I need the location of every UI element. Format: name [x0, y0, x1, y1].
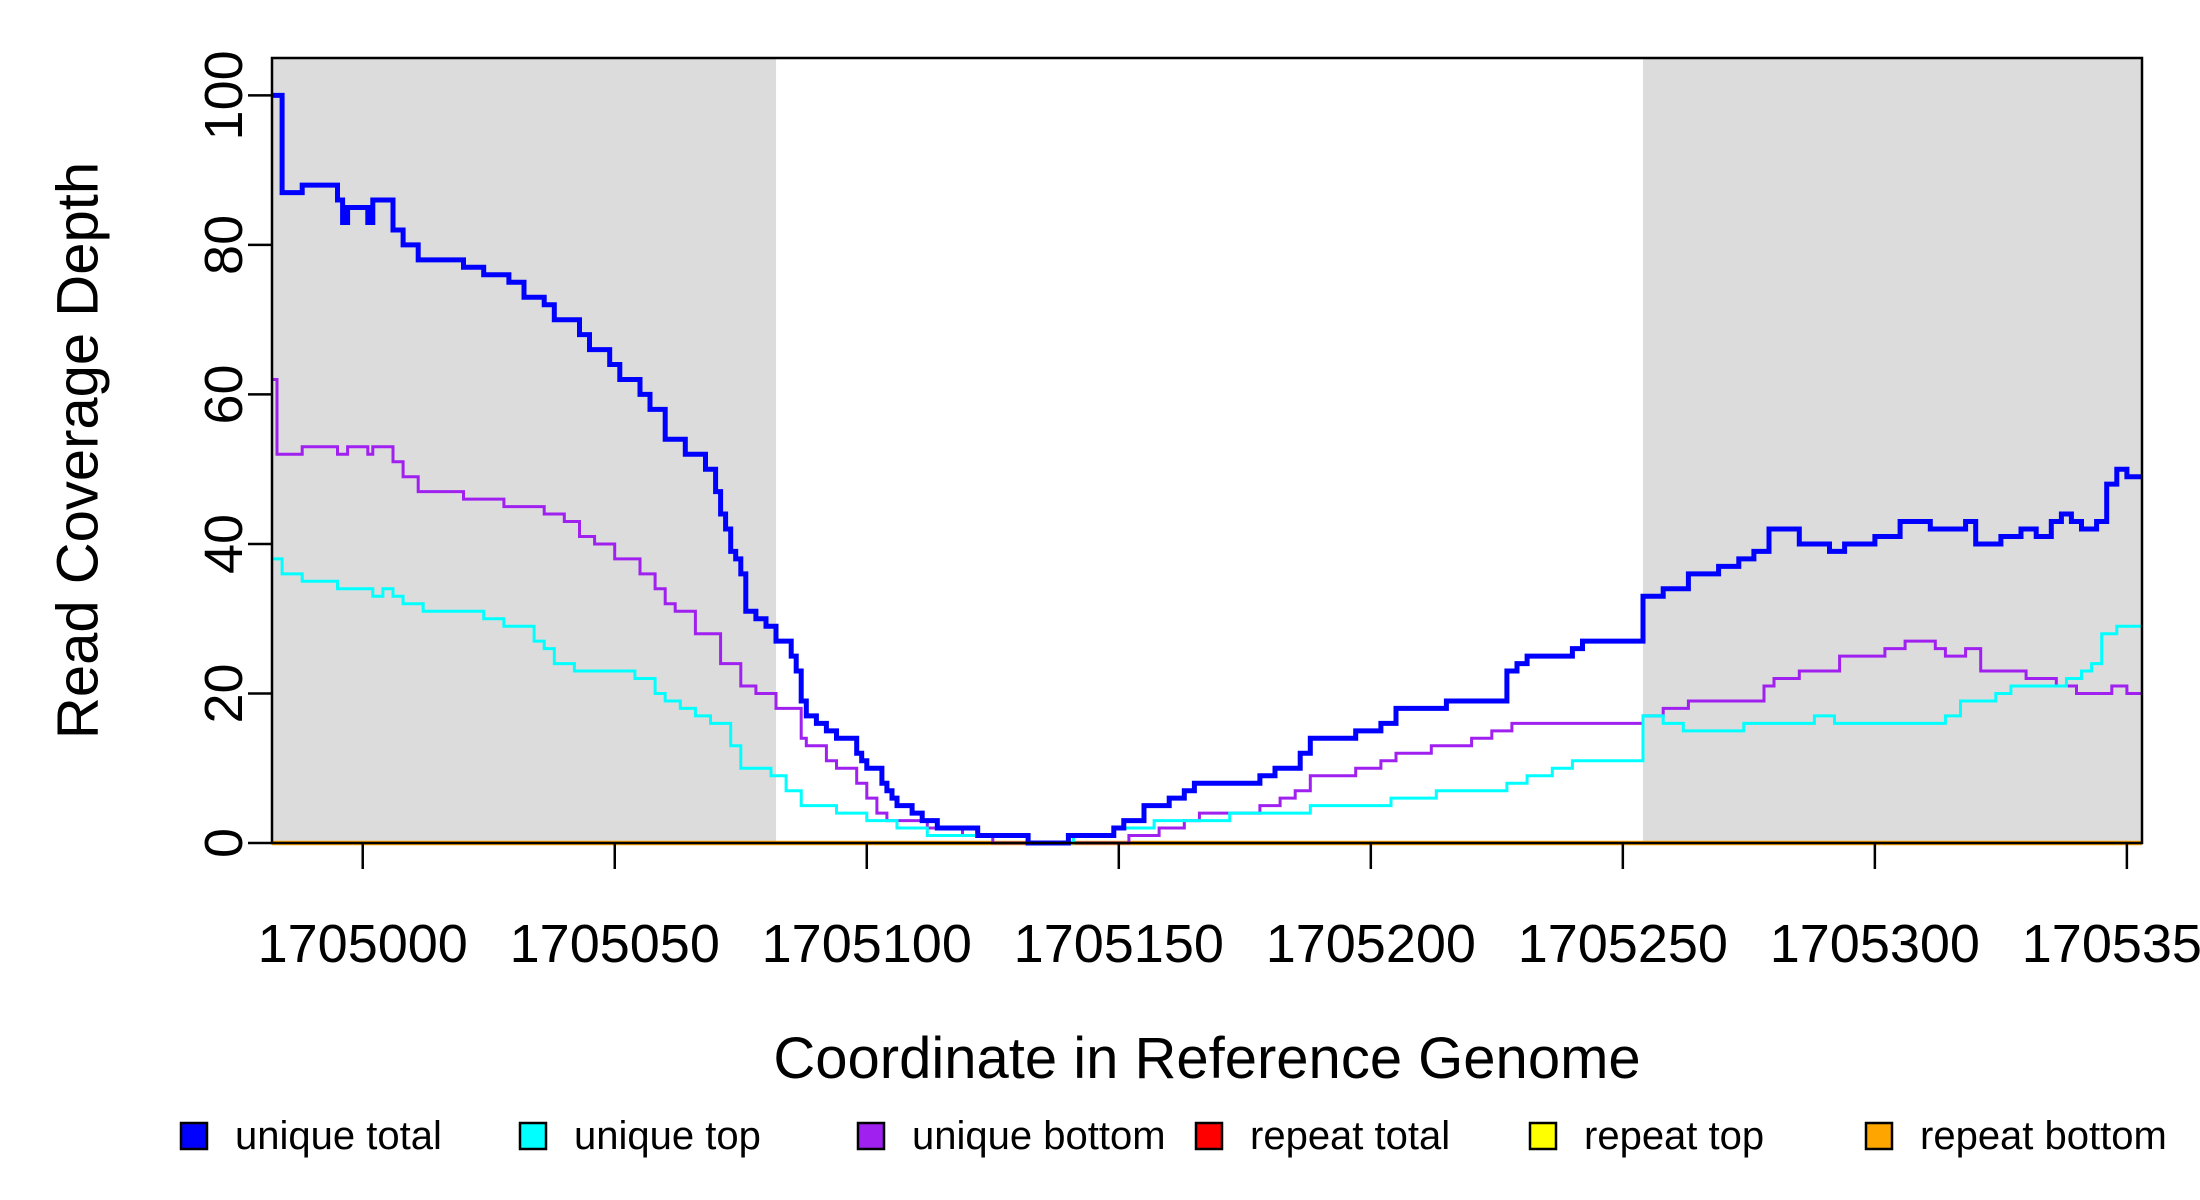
x-axis-tick-label: 1705050 [510, 914, 720, 974]
x-axis-tick-label: 1705000 [258, 914, 468, 974]
x-axis-tick-label: 1705150 [1014, 914, 1224, 974]
legend-swatch-unique-top [518, 1121, 548, 1151]
shaded-region-left [272, 58, 777, 843]
x-axis-tick-label: 1705250 [1518, 914, 1728, 974]
y-axis-tick-label: 80 [194, 215, 254, 275]
series-unique-top [272, 557, 2142, 845]
x-axis-tick-label: 1705200 [1266, 914, 1476, 974]
legend-label-repeat-bottom: repeat bottom [1920, 1114, 2167, 1158]
plot-box [270, 56, 2144, 845]
y-axis-tick-label: 40 [194, 514, 254, 574]
legend-label-unique-top: unique top [574, 1114, 761, 1158]
legend-swatch-unique-total [179, 1121, 209, 1151]
legend-label-unique-bottom: unique bottom [912, 1114, 1166, 1158]
legend-swatch-unique-bottom [856, 1121, 886, 1151]
series-unique-total [272, 92, 2142, 846]
y-axis-tick-label: 100 [194, 50, 254, 140]
y-axis-tick-label: 0 [194, 828, 254, 858]
x-axis-title: Coordinate in Reference Genome [773, 1026, 1640, 1091]
legend-label-repeat-total: repeat total [1250, 1114, 1450, 1158]
legend-swatch-repeat-total [1194, 1121, 1224, 1151]
y-axis-tick-label: 20 [194, 663, 254, 723]
legend-label-unique-total: unique total [235, 1114, 442, 1158]
x-axis-tick-label: 1705100 [762, 914, 972, 974]
legend-label-repeat-top: repeat top [1584, 1114, 1764, 1158]
y-axis-tick-label: 60 [194, 364, 254, 424]
legend-swatch-repeat-bottom [1864, 1121, 1894, 1151]
y-axis-title: Read Coverage Depth [46, 162, 111, 739]
series-unique-bottom [272, 378, 2142, 845]
x-axis-tick-label: 1705300 [1770, 914, 1980, 974]
shaded-region-right [1642, 58, 2142, 843]
legend-swatch-repeat-top [1528, 1121, 1558, 1151]
